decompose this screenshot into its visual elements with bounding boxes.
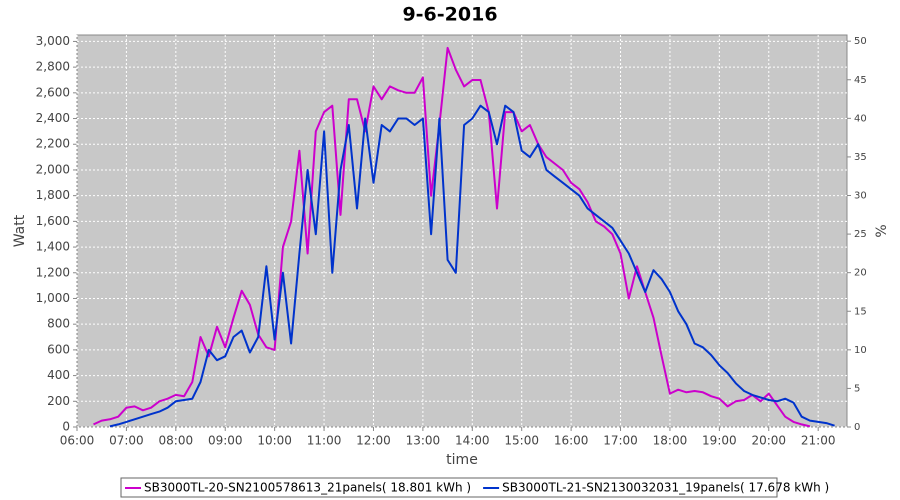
x-tick-label: 19:00 (702, 434, 737, 448)
y2-tick-label: 20 (854, 268, 867, 279)
y-tick-label: 2,600 (36, 85, 70, 99)
y-tick-label: 1,200 (36, 265, 70, 279)
y-tick-label: 600 (47, 342, 70, 356)
x-tick-label: 15:00 (504, 434, 539, 448)
y2-tick-label: 30 (854, 191, 867, 202)
x-tick-label: 21:00 (801, 434, 836, 448)
x-tick-label: 06:00 (60, 434, 95, 448)
y2-tick-label: 5 (854, 383, 860, 394)
x-tick-label: 09:00 (208, 434, 243, 448)
y-tick-label: 200 (47, 394, 70, 408)
series-line (109, 104, 835, 428)
y2-axis-label: % (874, 224, 890, 237)
x-tick-label: 17:00 (603, 434, 638, 448)
y-tick-label: 1,600 (36, 214, 70, 228)
y2-tick-label: 10 (854, 345, 867, 356)
y-tick-label: 2,800 (36, 60, 70, 74)
y-tick-label: 1,400 (36, 240, 70, 254)
y-tick-label: 3,000 (36, 34, 70, 48)
y-tick-label: 1,800 (36, 188, 70, 202)
y2-tick-label: 35 (854, 152, 867, 163)
chart-title: 9-6-2016 (402, 4, 497, 26)
y2-tick-label: 50 (854, 36, 867, 47)
series-line (93, 46, 811, 428)
y2-tick-label: 40 (854, 113, 867, 124)
x-tick-label: 07:00 (109, 434, 144, 448)
legend (120, 477, 778, 498)
x-axis-label: time (446, 452, 478, 468)
legend-label: SB3000TL-21-SN2130032031_19panels( 17.67… (502, 481, 829, 495)
x-tick-label: 12:00 (356, 434, 391, 448)
y-tick-label: 0 (62, 420, 70, 434)
x-tick-label: 13:00 (406, 434, 441, 448)
y-tick-label: 800 (47, 317, 70, 331)
y2-tick-label: 15 (854, 306, 867, 317)
y2-tick-label: 45 (854, 75, 867, 86)
x-tick-label: 18:00 (653, 434, 688, 448)
y-tick-label: 2,400 (36, 111, 70, 125)
legend-label: SB3000TL-20-SN2100578613_21panels( 18.80… (144, 481, 471, 495)
y-tick-label: 1,000 (36, 291, 70, 305)
x-tick-label: 11:00 (307, 434, 342, 448)
x-tick-label: 10:00 (257, 434, 292, 448)
y-tick-label: 2,000 (36, 162, 70, 176)
x-tick-label: 14:00 (455, 434, 490, 448)
x-tick-label: 20:00 (751, 434, 786, 448)
y2-tick-label: 25 (854, 229, 867, 240)
x-tick-label: 16:00 (554, 434, 589, 448)
x-tick-label: 08:00 (159, 434, 194, 448)
y-tick-label: 400 (47, 368, 70, 382)
plot-area (76, 34, 848, 428)
y2-tick-label: 0 (854, 422, 860, 433)
y-tick-label: 2,200 (36, 137, 70, 151)
y-axis-label: Watt (12, 214, 28, 247)
